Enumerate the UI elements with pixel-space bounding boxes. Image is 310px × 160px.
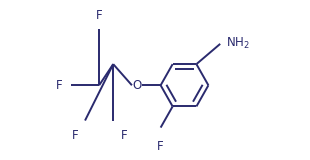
Text: O: O [132, 79, 141, 92]
Text: NH$_2$: NH$_2$ [226, 36, 250, 51]
Text: F: F [56, 79, 63, 92]
Text: F: F [96, 9, 102, 22]
Text: F: F [121, 129, 127, 142]
Text: F: F [72, 129, 78, 142]
Text: F: F [157, 140, 164, 153]
